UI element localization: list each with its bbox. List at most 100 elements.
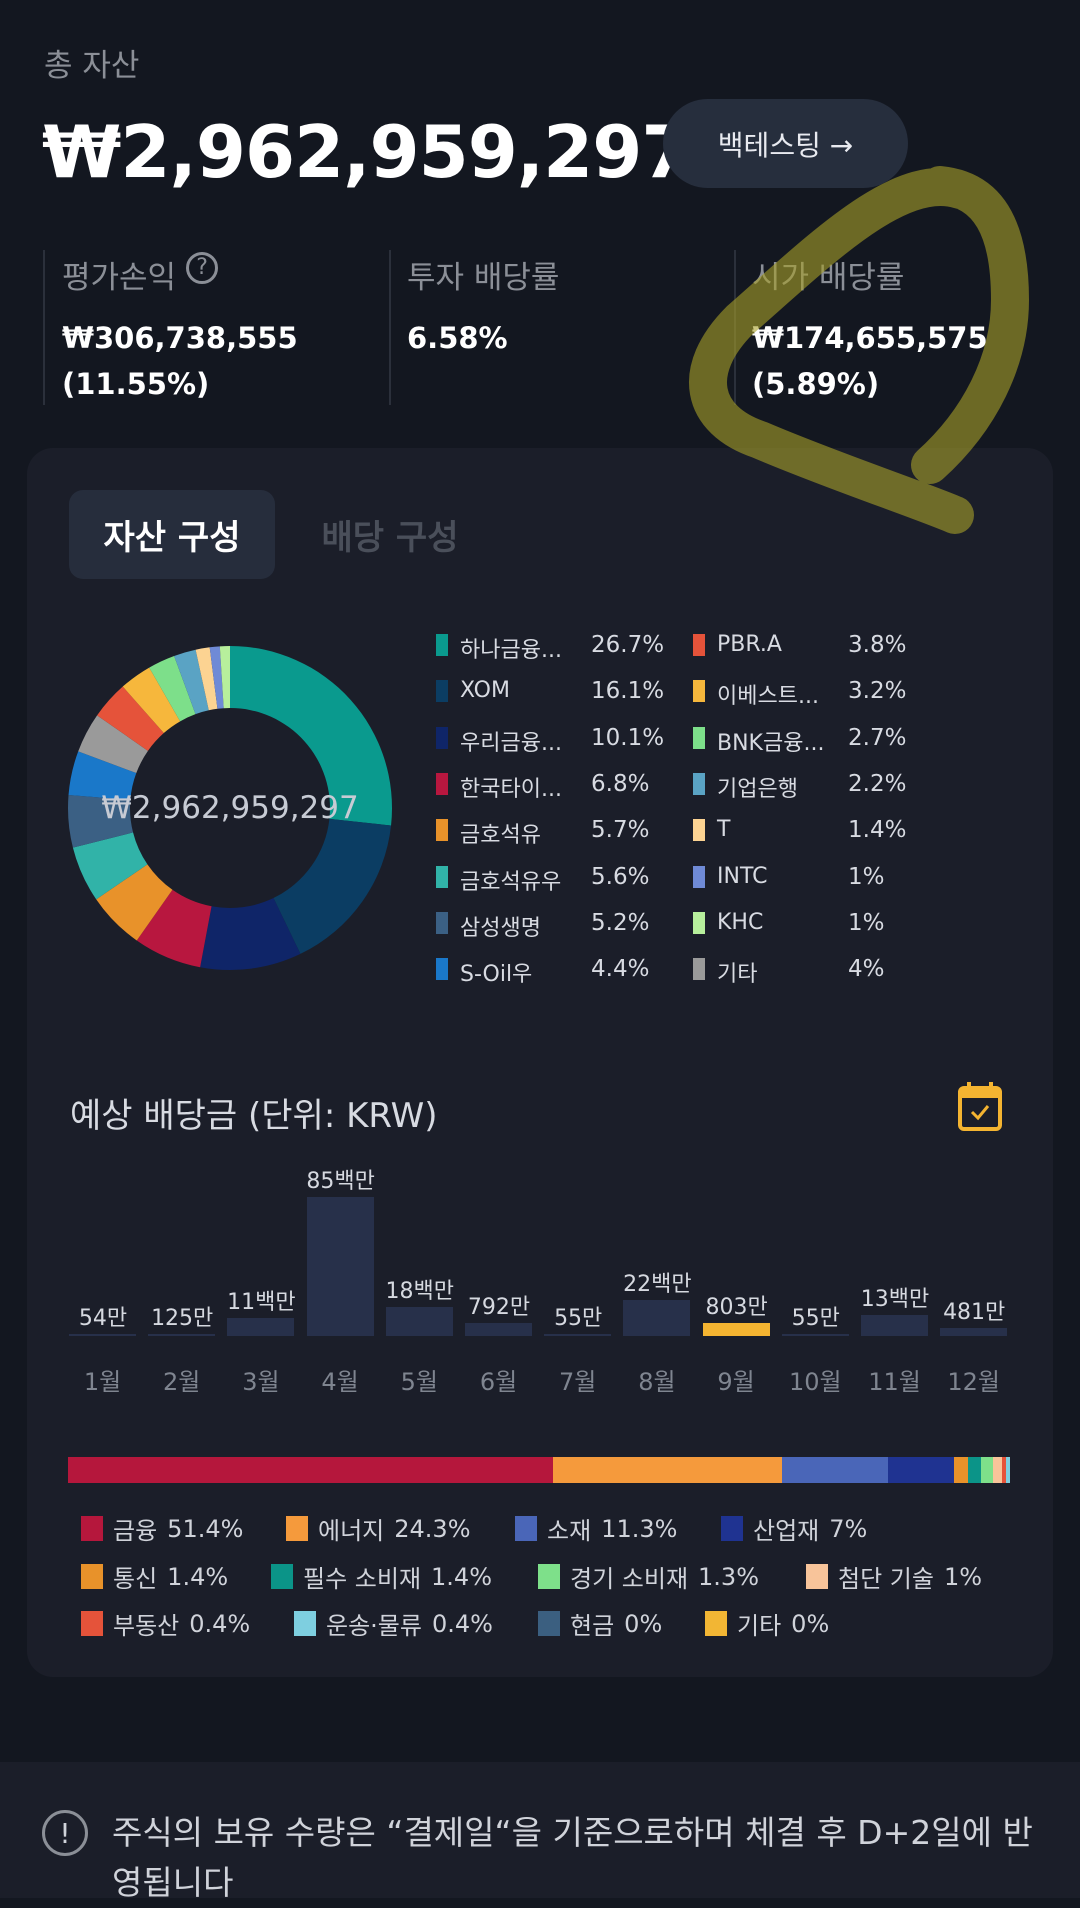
legend-percent: 3.2% <box>848 678 907 705</box>
tab-asset-composition[interactable]: 자산 구성 <box>69 490 275 579</box>
legend-percent: 1.4% <box>848 817 907 844</box>
legend-swatch <box>436 772 448 795</box>
legend-percent: 26.7% <box>591 632 665 658</box>
dividend-bar[interactable] <box>940 1328 1008 1336</box>
sector-percent: 24.3% <box>394 1514 471 1543</box>
legend-name: 이베스트... <box>717 684 819 710</box>
legend-percent: 5.6% <box>591 863 650 890</box>
donut-slice[interactable] <box>96 864 173 941</box>
donut-slice[interactable] <box>273 818 392 954</box>
dividend-bar[interactable] <box>623 1300 691 1336</box>
month-label: 2월 <box>163 1368 201 1396</box>
stat-divider <box>734 250 736 405</box>
legend-name: 하나금융... <box>460 638 562 663</box>
sector-legend-item: 필수 소비재 1.4% <box>271 1559 492 1594</box>
stat-divider <box>389 250 391 405</box>
legend-name: KHC <box>717 909 764 935</box>
sector-swatch <box>81 1516 103 1541</box>
dividend-bar[interactable] <box>781 1334 849 1336</box>
exclamation-circle-icon: ! <box>42 1810 88 1856</box>
legend-percent: 16.1% <box>591 678 665 705</box>
donut-slice[interactable] <box>209 646 224 709</box>
donut-slice[interactable] <box>219 646 230 709</box>
donut-slice[interactable] <box>68 795 134 848</box>
sector-legend-item: 통신 1.4% <box>81 1559 228 1594</box>
sector-swatch <box>81 1564 103 1589</box>
dividend-bar[interactable] <box>227 1318 295 1336</box>
sector-legend-item: 에너지 24.3% <box>286 1511 471 1546</box>
sector-swatch <box>81 1611 103 1636</box>
backtest-button[interactable]: 백테스팅 → <box>663 99 908 188</box>
donut-slice[interactable] <box>78 715 148 774</box>
bar-value-label: 55만 <box>554 1306 603 1331</box>
dividend-bar[interactable] <box>544 1334 612 1336</box>
donut-center-label: ₩2,962,959,297 <box>101 790 359 826</box>
donut-slice[interactable] <box>195 647 218 711</box>
month-label: 1월 <box>83 1368 122 1396</box>
donut-slice[interactable] <box>72 832 148 900</box>
legend-name: 기업은행 <box>717 776 798 802</box>
sector-swatch <box>286 1516 308 1541</box>
sector-segment <box>992 1457 1003 1483</box>
dividend-title: 예상 배당금 (단위: KRW) <box>70 1096 438 1136</box>
donut-slice[interactable] <box>149 655 196 722</box>
bar-value-label: 11백만 <box>227 1290 296 1315</box>
legend-percent: 4% <box>848 956 885 983</box>
dividend-bar[interactable] <box>861 1314 928 1336</box>
legend-name: 금호석유 <box>460 823 541 849</box>
dividend-bar[interactable] <box>69 1334 136 1336</box>
dividend-bar[interactable] <box>385 1306 453 1336</box>
month-label: 6월 <box>479 1368 518 1396</box>
donut-slice[interactable] <box>97 686 164 751</box>
legend-percent: 3.8% <box>848 632 907 658</box>
stat-label: 투자 배당률 <box>407 260 560 296</box>
donut-slice[interactable] <box>136 889 212 968</box>
month-label: 5월 <box>400 1368 438 1396</box>
sector-swatch <box>705 1611 727 1636</box>
calendar-check-icon[interactable] <box>957 1080 1003 1132</box>
legend-swatch <box>693 819 705 842</box>
sector-legend-item: 경기 소비재 1.3% <box>538 1559 759 1594</box>
sector-segment <box>552 1457 782 1483</box>
stat-label: 평가손익 <box>62 260 177 296</box>
dividend-bar[interactable] <box>702 1322 770 1336</box>
bar-value-label: 481만 <box>943 1300 1006 1326</box>
donut-slice[interactable] <box>122 667 181 734</box>
sector-swatch <box>721 1516 743 1541</box>
sector-swatch <box>294 1611 316 1636</box>
sector-percent: 11.3% <box>601 1514 678 1543</box>
asset-donut-chart <box>68 646 392 970</box>
bar-value-label: 125만 <box>151 1305 214 1331</box>
sector-segment <box>967 1457 981 1483</box>
sector-name: 금융 <box>113 1517 158 1545</box>
sector-legend-item: 현금 0% <box>538 1606 662 1641</box>
month-label: 7월 <box>559 1368 597 1396</box>
donut-slice[interactable] <box>200 898 301 970</box>
sector-legend-item: 운송·물류 0.4% <box>294 1606 493 1641</box>
sector-segment <box>980 1457 993 1483</box>
month-label: 12월 <box>947 1368 1000 1396</box>
sector-segment <box>1006 1457 1010 1483</box>
sector-legend-item: 기타 0% <box>705 1606 829 1641</box>
donut-slice[interactable] <box>174 649 209 715</box>
question-circle-icon[interactable]: ? <box>186 251 219 284</box>
dividend-bar[interactable] <box>306 1197 374 1336</box>
sector-segment <box>68 1457 553 1483</box>
sector-percent: 1.3% <box>698 1562 760 1591</box>
tab-dividend-composition[interactable]: 배당 구성 <box>321 518 459 558</box>
donut-slice[interactable] <box>68 751 137 800</box>
legend-swatch <box>693 865 705 888</box>
total-assets-value: ₩2,962,959,297 <box>42 110 691 194</box>
legend-swatch <box>436 865 448 888</box>
donut-slice[interactable] <box>230 646 392 826</box>
legend-swatch <box>693 772 705 795</box>
stat-value: ₩174,655,575 <box>752 321 988 355</box>
dividend-bar[interactable] <box>465 1323 532 1336</box>
legend-percent: 2.7% <box>848 724 907 751</box>
stat-value: 6.58% <box>407 321 508 355</box>
bar-value-label: 13백만 <box>860 1286 930 1312</box>
dividend-bar[interactable] <box>148 1333 216 1336</box>
sector-name: 소재 <box>547 1517 592 1545</box>
sector-name: 운송·물류 <box>326 1612 422 1640</box>
stat-sub: (5.89%) <box>752 367 880 401</box>
